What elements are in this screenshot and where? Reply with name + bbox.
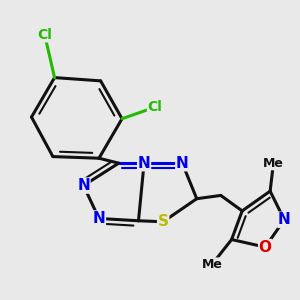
Text: N: N (93, 211, 105, 226)
Text: N: N (278, 212, 291, 227)
Text: Cl: Cl (37, 28, 52, 42)
Text: N: N (176, 156, 189, 171)
Text: O: O (259, 240, 272, 255)
Text: N: N (138, 156, 151, 171)
Text: Me: Me (201, 258, 222, 271)
Text: N: N (77, 178, 90, 193)
Text: Cl: Cl (148, 100, 162, 114)
Text: S: S (158, 214, 169, 229)
Text: Me: Me (263, 157, 284, 170)
